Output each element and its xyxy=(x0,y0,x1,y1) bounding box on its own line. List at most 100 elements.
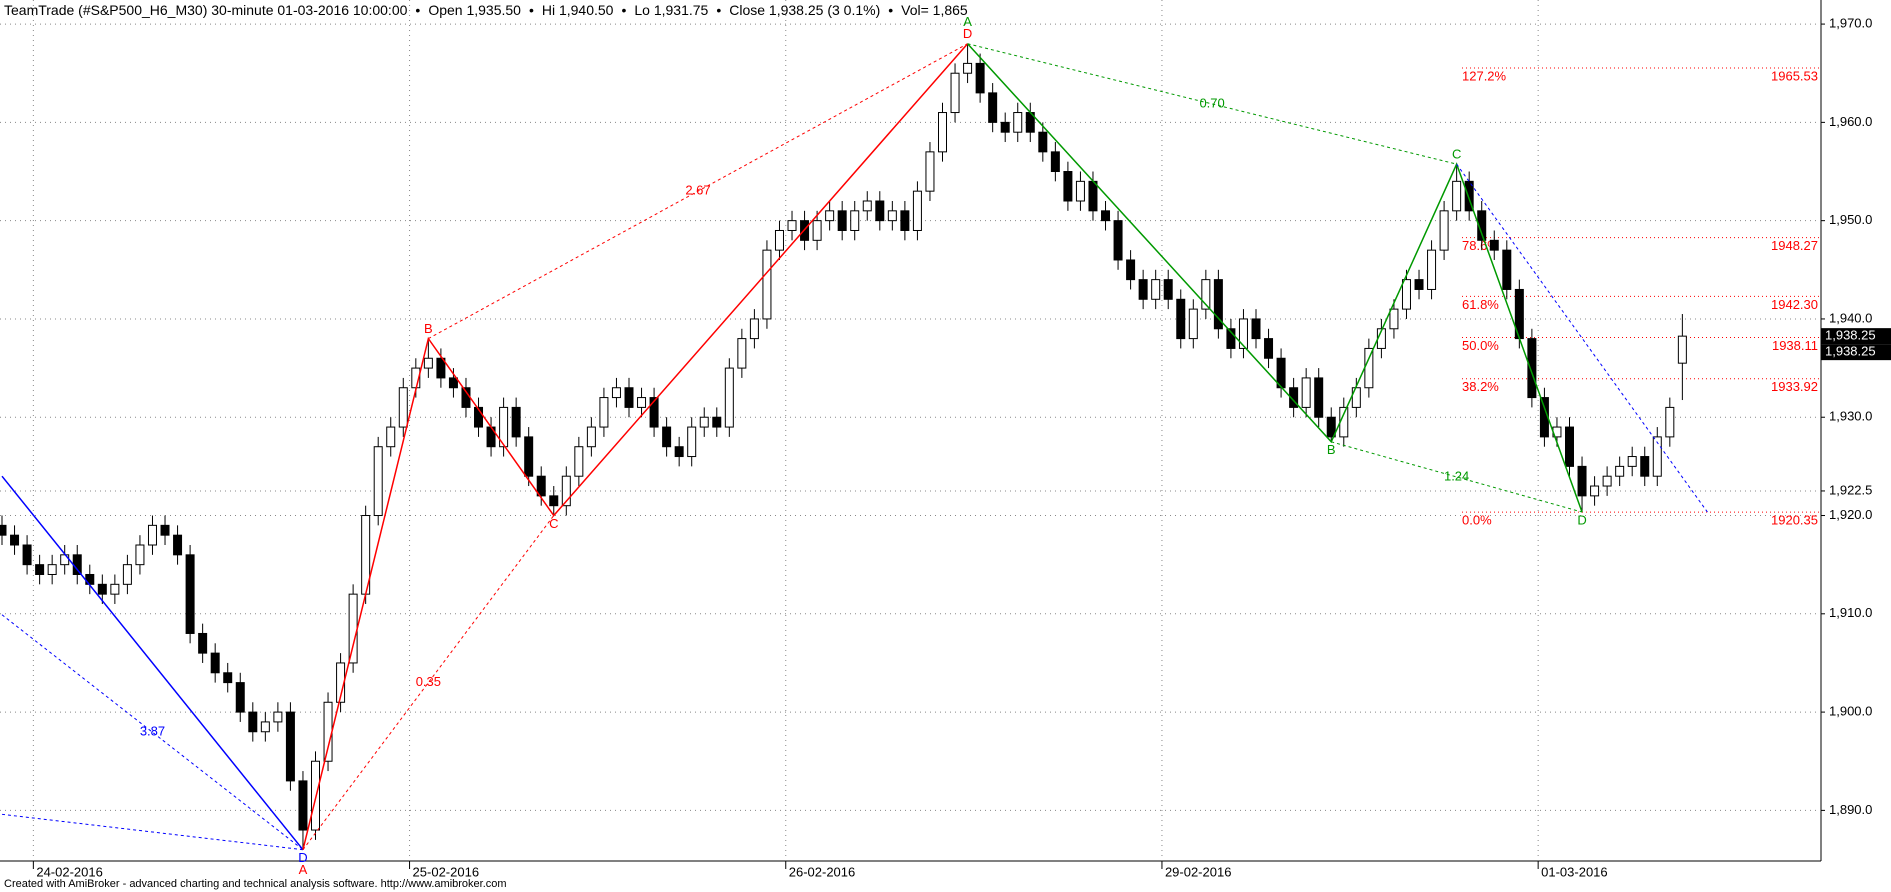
y-tick-label: 1,960.0 xyxy=(1829,114,1872,129)
candle-body xyxy=(1238,318,1248,349)
candle-body xyxy=(611,387,621,399)
candle-body xyxy=(1226,328,1236,349)
point-label: D xyxy=(1577,513,1586,528)
candle-body xyxy=(248,711,258,733)
separator: • xyxy=(888,2,893,18)
candle-body xyxy=(1113,220,1123,261)
candle-body xyxy=(561,475,571,507)
candle-body xyxy=(1401,279,1411,310)
candle-body xyxy=(574,446,584,477)
point-label: B xyxy=(1327,442,1336,457)
header-title: TeamTrade (#S&P500_H6_M30) 30-minute 01-… xyxy=(4,2,408,18)
candle-body xyxy=(1163,279,1173,300)
candle-body xyxy=(1414,279,1424,290)
candle-body xyxy=(285,711,295,782)
x-tick-label: 29-02-2016 xyxy=(1165,864,1232,879)
candle-body xyxy=(97,583,107,595)
point-label: C xyxy=(549,516,558,531)
candle-body xyxy=(135,544,145,566)
pattern-leg xyxy=(302,43,969,850)
point-label: B xyxy=(424,321,433,336)
candle-body xyxy=(348,593,358,664)
candle-body xyxy=(674,446,684,458)
candle-body xyxy=(235,682,245,713)
candle-body xyxy=(737,338,747,369)
candle-body xyxy=(699,416,709,428)
candle-body xyxy=(436,357,446,379)
candle-body xyxy=(1602,475,1612,487)
candle-body xyxy=(875,200,885,222)
y-tick-label: 1,930.0 xyxy=(1829,409,1872,424)
pattern-ratio-line xyxy=(1331,441,1583,513)
lo: Lo 1,931.75 xyxy=(634,2,708,18)
y-tick-label: 1,940.0 xyxy=(1829,310,1872,325)
ratio-label: 0.35 xyxy=(416,674,441,689)
ratio-label: 1.24 xyxy=(1444,468,1469,483)
candle-body xyxy=(448,377,458,389)
candle-body xyxy=(423,357,433,369)
fib-value: 1933.92 xyxy=(1771,379,1818,394)
candle-body xyxy=(1477,210,1487,241)
candle-body xyxy=(1176,298,1186,340)
candle-body xyxy=(1075,180,1085,202)
separator: • xyxy=(529,2,534,18)
candle-body xyxy=(862,200,872,212)
point-label: D xyxy=(963,26,972,41)
separator: • xyxy=(716,2,721,18)
candle-body xyxy=(624,387,634,408)
point-label: C xyxy=(1452,147,1461,162)
ratio-label: 2.67 xyxy=(685,183,710,198)
volume: Vol= 1,865 xyxy=(901,2,968,18)
candle-body xyxy=(687,426,697,458)
fib-value: 1938.11 xyxy=(1772,338,1818,353)
candle-body xyxy=(386,426,396,448)
candle-body xyxy=(398,387,408,428)
candle-body xyxy=(1000,121,1010,133)
y-tick-label: 1,890.0 xyxy=(1829,802,1872,817)
candle-body xyxy=(724,367,734,428)
candle-body xyxy=(787,220,797,231)
candle-body xyxy=(273,711,283,723)
candle-body xyxy=(122,564,132,585)
y-tick-label: 1,950.0 xyxy=(1829,212,1872,227)
candle-body xyxy=(1126,259,1136,281)
candle-body xyxy=(110,583,120,595)
candle-body xyxy=(323,701,333,762)
candle-body xyxy=(762,249,772,320)
candle-body xyxy=(0,524,7,536)
last-price-box xyxy=(1821,328,1891,345)
candle-body xyxy=(1063,171,1073,202)
candle-body xyxy=(1640,456,1650,477)
candle-body xyxy=(1627,456,1637,467)
candle-body xyxy=(47,564,57,575)
fib-value: 1920.35 xyxy=(1771,513,1818,528)
ratio-label: 0.70 xyxy=(1199,95,1224,110)
candle-body xyxy=(185,554,195,634)
candle-body xyxy=(173,534,183,556)
hi: Hi 1,940.50 xyxy=(542,2,614,18)
candle-body xyxy=(749,318,759,340)
candle-body xyxy=(210,652,220,674)
candle-body xyxy=(825,210,835,222)
candle-body xyxy=(1577,465,1587,497)
fib-value: 1942.30 xyxy=(1771,297,1818,312)
candle-body xyxy=(1615,465,1625,477)
candle-body xyxy=(1201,279,1211,310)
candle-body xyxy=(511,406,521,438)
candle-body xyxy=(1489,239,1499,251)
candle-body xyxy=(586,426,596,448)
candle-body xyxy=(887,210,897,222)
fib-label: 50.0% xyxy=(1462,338,1499,353)
candle-body xyxy=(223,672,233,684)
candle-body xyxy=(812,220,822,241)
x-tick-label: 25-02-2016 xyxy=(413,864,480,879)
open: Open 1,935.50 xyxy=(428,2,521,18)
ratio-label: 3.87 xyxy=(140,724,165,739)
candle-body xyxy=(1665,406,1675,438)
footer: Created with AmiBroker - advanced charti… xyxy=(4,878,507,890)
candle-body xyxy=(649,397,659,428)
point-label: A xyxy=(963,14,972,29)
candle-body xyxy=(536,475,546,497)
